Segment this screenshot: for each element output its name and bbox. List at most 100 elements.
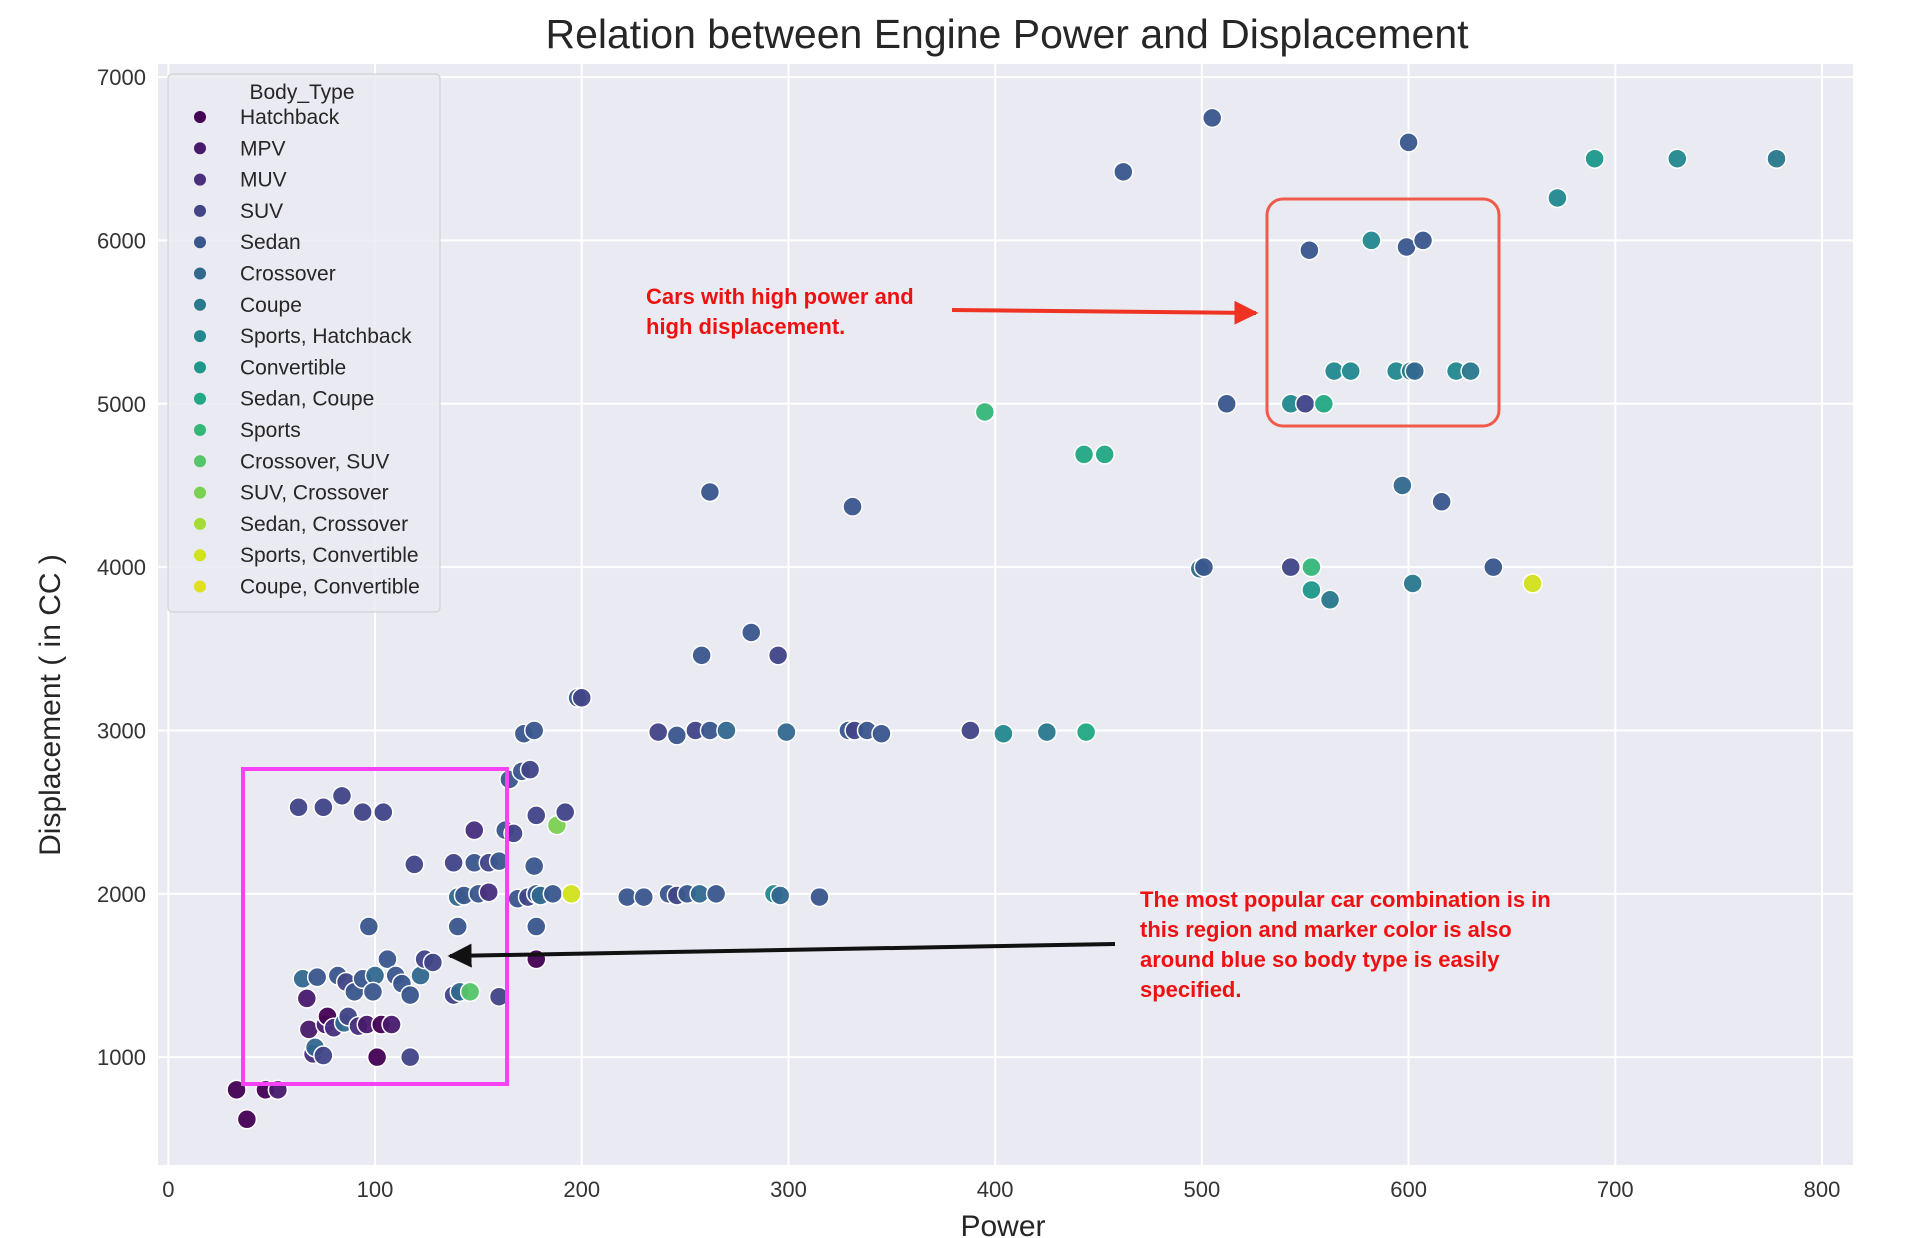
high-power-highlight-box (1265, 197, 1501, 428)
data-point (1547, 187, 1568, 209)
data-point (871, 723, 892, 744)
annotation-high-power: Cars with high power and high displaceme… (646, 284, 920, 339)
data-point (1280, 556, 1302, 578)
legend-entry-label: MPV (240, 137, 286, 160)
legend-marker (194, 517, 206, 530)
annotation-high-power-line-1: Cars with high power and (646, 284, 914, 309)
data-point (373, 801, 394, 823)
red-annotation-arrow (951, 300, 1259, 325)
data-point (1361, 230, 1382, 251)
legend-marker (194, 298, 206, 311)
data-point (542, 883, 564, 905)
legend-entry-label: Crossover, SUV (240, 450, 389, 473)
data-point (716, 720, 737, 741)
data-point (993, 723, 1014, 744)
legend-entry-label: SUV (240, 200, 283, 223)
chart-title: Relation between Engine Power and Displa… (545, 11, 1469, 57)
legend: Body_Type Hatchback MPV MUV SUV Sedan Crossov… (167, 73, 441, 613)
data-point (666, 725, 688, 746)
legend-marker (194, 267, 206, 280)
y-tick-label: 1000 (97, 1045, 146, 1070)
data-point (362, 981, 384, 1003)
y-tick-label: 5000 (97, 392, 146, 417)
data-point (366, 1046, 388, 1068)
data-point (358, 916, 380, 937)
data-point (1404, 360, 1426, 382)
data-point (1094, 444, 1115, 465)
data-point (377, 948, 398, 970)
data-point (1431, 491, 1452, 513)
x-tick-label: 200 (563, 1177, 600, 1202)
y-tick-label: 2000 (97, 882, 146, 907)
data-point (459, 981, 481, 1003)
legend-entry-label: Sedan (240, 231, 301, 254)
data-point (1113, 161, 1134, 183)
data-point (443, 852, 464, 874)
data-point (974, 401, 996, 423)
x-tick-label: 600 (1390, 1177, 1427, 1202)
legend-marker (194, 549, 206, 562)
legend-entry-label: Sports, Hatchback (240, 325, 412, 348)
data-point (478, 881, 499, 903)
data-point (842, 496, 863, 517)
legend-entry-label: Sedan, Crossover (240, 513, 408, 536)
legend-marker (194, 111, 206, 123)
data-point (1766, 148, 1787, 169)
legend-marker (194, 580, 206, 593)
legend-entry-label: Sports, Convertible (240, 544, 419, 567)
x-axis-label: Power (960, 1210, 1045, 1238)
annotation-high-power-line-2: high displacement. (646, 314, 845, 339)
legend-marker (194, 486, 206, 499)
y-tick-label: 4000 (97, 555, 146, 580)
legend-box (167, 73, 441, 613)
data-point (1193, 556, 1215, 578)
data-point (381, 1014, 402, 1035)
data-point (399, 984, 421, 1006)
x-tick-label: 100 (357, 1177, 394, 1202)
data-point (352, 801, 373, 823)
data-point (296, 988, 318, 1009)
data-point (647, 721, 669, 743)
data-point (633, 886, 655, 908)
data-point (1398, 132, 1419, 153)
data-point (1460, 360, 1481, 382)
annotation-popular-line-4: specified. (1140, 977, 1241, 1002)
x-tick-label: 500 (1184, 1177, 1221, 1202)
y-tick-label: 3000 (97, 718, 146, 743)
legend-marker (194, 455, 206, 468)
data-point (776, 721, 797, 743)
legend-entry-label: Sedan, Coupe (240, 388, 374, 411)
x-tick-label: 400 (977, 1177, 1014, 1202)
data-point (1667, 148, 1688, 169)
data-point (1301, 556, 1322, 578)
legend-entry-label: SUV, Crossover (240, 482, 389, 505)
y-tick-label: 6000 (97, 228, 146, 253)
data-point (306, 966, 328, 988)
data-point (1483, 556, 1504, 578)
x-tick-labels: 0 100 200 300 400 500 600 700 800 (162, 1177, 1840, 1202)
data-point (447, 916, 468, 937)
data-point (769, 885, 791, 906)
x-tick-label: 800 (1804, 1177, 1841, 1202)
data-point (523, 720, 545, 741)
legend-entries: Hatchback MPV MUV SUV Sedan Crossover Coupe Spo… (194, 106, 420, 599)
legend-marker (194, 330, 206, 343)
x-tick-label: 0 (162, 1177, 174, 1202)
data-point (691, 645, 712, 666)
data-point (705, 883, 727, 905)
data-point (519, 759, 541, 780)
data-point (523, 855, 545, 877)
data-point (1301, 579, 1322, 601)
data-point (809, 886, 830, 908)
data-point (313, 1045, 334, 1066)
data-point (1036, 721, 1058, 743)
data-point (464, 819, 485, 841)
annotation-popular-line-2: this region and marker color is also (1140, 917, 1512, 942)
annotation-popular-line-3: around blue so body type is easily (1140, 947, 1500, 972)
legend-marker (194, 173, 206, 186)
legend-entry-label: Convertible (240, 356, 346, 379)
legend-entry-label: Coupe (240, 294, 302, 317)
data-point (1392, 475, 1413, 496)
legend-marker (194, 204, 206, 217)
